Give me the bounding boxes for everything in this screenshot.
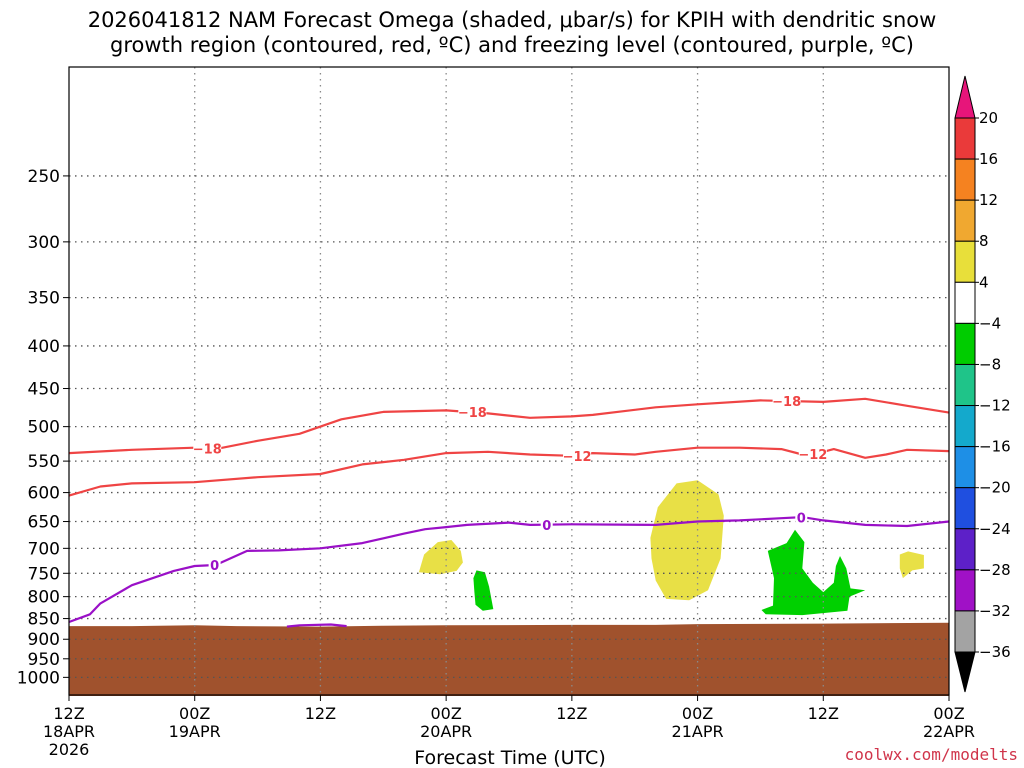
contour-label-0-0: 0 xyxy=(210,559,219,574)
contour-label-bg--18-0 xyxy=(193,441,222,456)
contour-line-0-surface xyxy=(286,623,347,628)
contour-label--12-1: −12 xyxy=(798,448,827,463)
x-tick-label-6-0: 12Z xyxy=(808,704,839,723)
colorbar-label-7: −12 xyxy=(979,397,1011,415)
colorbar-swatch-7 xyxy=(954,405,976,448)
x-tick-label-1-0: 00Z xyxy=(179,704,210,723)
plot-frame xyxy=(68,66,950,696)
y-tick-label-600: 600 xyxy=(28,484,60,504)
y-tick-label-800: 800 xyxy=(28,588,60,608)
y-tick-label-950: 950 xyxy=(28,650,60,670)
y-tick-label-850: 850 xyxy=(28,610,60,630)
x-tick-label-7-0: 00Z xyxy=(933,704,964,723)
colorbar-swatch-4 xyxy=(954,281,976,324)
colorbar-top-arrow xyxy=(954,75,976,119)
contour-label-bg-0-1 xyxy=(540,517,553,532)
colorbar-label-0: 20 xyxy=(979,109,998,127)
x-axis-label: Forecast Time (UTC) xyxy=(414,747,605,768)
y-tick-label-250: 250 xyxy=(28,167,60,187)
colorbar: 20 16 12 8 4 −4 −8 −12 −16 −20 −24 −28 −32 −36 xyxy=(954,75,1011,693)
colorbar-bottom-arrow xyxy=(954,651,976,693)
contour-label--18-0: −18 xyxy=(193,442,222,457)
contour-label-bg--18-1 xyxy=(458,404,487,419)
x-tick-label-5-1: 21APR xyxy=(672,722,724,741)
y-tick-label-450: 450 xyxy=(28,380,60,400)
x-tick-label-0-2: 2026 xyxy=(49,740,90,759)
y-tick-label-500: 500 xyxy=(28,418,60,438)
colorbar-label-11: −28 xyxy=(979,561,1011,579)
plot-border xyxy=(68,66,950,696)
contour-label--12-0: −12 xyxy=(563,450,592,465)
colorbar-swatch-3 xyxy=(954,240,976,283)
omega-region-3 xyxy=(761,529,866,616)
colorbar-swatch-8 xyxy=(954,446,976,489)
contour-label-bg--12-0 xyxy=(563,448,592,463)
omega-shading xyxy=(418,480,924,616)
contour-label-bg-0-2 xyxy=(795,510,808,525)
colorbar-swatch-5 xyxy=(954,322,976,365)
omega-region-4 xyxy=(899,551,924,579)
colorbar-label-8: −16 xyxy=(979,438,1011,456)
x-tick-label-0-0: 12Z xyxy=(53,704,84,723)
omega-region-1 xyxy=(473,570,494,611)
colorbar-swatch-0 xyxy=(954,117,976,160)
x-tick-label-0-1: 18APR xyxy=(43,722,95,741)
colorbar-swatch-1 xyxy=(954,158,976,201)
contour-line--12 xyxy=(68,446,950,497)
chart-title-line1: 2026041812 NAM Forecast Omega (shaded, μ… xyxy=(88,8,937,32)
x-tick-label-3-0: 00Z xyxy=(430,704,461,723)
y-tick-label-550: 550 xyxy=(28,452,60,472)
omega-region-0 xyxy=(418,540,463,575)
colorbar-swatch-2 xyxy=(954,199,976,242)
colorbar-label-9: −20 xyxy=(979,479,1011,497)
y-axis-ticks: 2503003504004505005506006507007508008509… xyxy=(17,167,69,688)
y-tick-label-300: 300 xyxy=(28,233,60,253)
y-tick-label-900: 900 xyxy=(28,630,60,650)
colorbar-swatch-6 xyxy=(954,363,976,407)
y-tick-label-1000: 1000 xyxy=(17,668,60,688)
x-tick-label-4-0: 12Z xyxy=(556,704,587,723)
colorbar-label-2: 12 xyxy=(979,191,998,209)
contour-label--18-1: −18 xyxy=(458,406,487,421)
contour-label--18-2: −18 xyxy=(772,395,801,410)
contour-label-bg--12-1 xyxy=(798,446,827,461)
contour-label-bg-0-0 xyxy=(208,558,221,573)
colorbar-swatch-12 xyxy=(954,610,976,653)
colorbar-label-5: −4 xyxy=(979,314,1001,332)
colorbar-label-6: −8 xyxy=(979,355,1001,373)
omega-region-2 xyxy=(650,480,724,601)
credit-text: coolwx.com/modelts xyxy=(845,745,1018,764)
y-tick-label-400: 400 xyxy=(28,337,60,357)
x-tick-label-7-1: 22APR xyxy=(923,722,975,741)
contour-label-bg--18-2 xyxy=(772,394,801,409)
y-tick-label-650: 650 xyxy=(28,513,60,533)
x-tick-label-1-1: 19APR xyxy=(169,722,221,741)
contour-labels: −18 −18 −18 −12 −12 0 0 0 xyxy=(193,394,827,574)
grid-lines xyxy=(69,67,949,695)
y-tick-label-700: 700 xyxy=(28,539,60,559)
colorbar-label-3: 8 xyxy=(979,232,989,250)
x-tick-label-5-0: 00Z xyxy=(682,704,713,723)
chart-title-line2: growth region (contoured, red, ºC) and f… xyxy=(110,33,914,57)
y-tick-label-350: 350 xyxy=(28,289,60,309)
contour-label-0-1: 0 xyxy=(542,519,551,534)
colorbar-swatch-9 xyxy=(954,487,976,530)
colorbar-label-10: −24 xyxy=(979,520,1011,538)
x-tick-label-3-1: 20APR xyxy=(420,722,472,741)
colorbar-label-13: −36 xyxy=(979,643,1011,661)
colorbar-swatch-10 xyxy=(954,528,976,571)
contour-label-0-2: 0 xyxy=(797,512,806,527)
y-tick-label-750: 750 xyxy=(28,564,60,584)
x-tick-label-2-0: 12Z xyxy=(305,704,336,723)
colorbar-swatch-11 xyxy=(954,569,976,612)
colorbar-label-12: −32 xyxy=(979,602,1011,620)
colorbar-label-1: 16 xyxy=(979,150,998,168)
colorbar-label-4: 4 xyxy=(979,273,989,291)
